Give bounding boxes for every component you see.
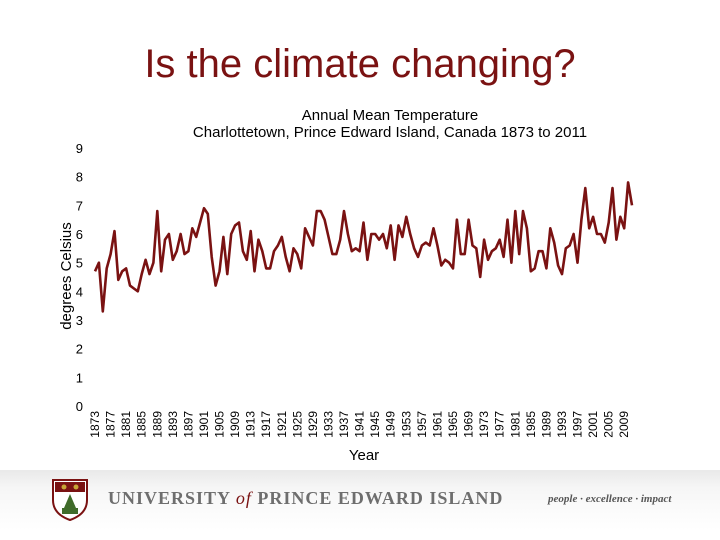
x-tick-label: 1981	[508, 411, 522, 438]
y-tick-label: 8	[76, 170, 83, 185]
x-tick-label: 1989	[539, 411, 553, 438]
university-name-part2: PRINCE EDWARD ISLAND	[257, 488, 504, 508]
x-tick-label: 1873	[88, 411, 102, 438]
temperature-line-chart: Annual Mean Temperature Charlottetown, P…	[58, 107, 634, 464]
y-tick-label: 5	[76, 256, 83, 271]
x-tick-label: 1893	[166, 411, 180, 438]
x-tick-label: 1941	[353, 411, 367, 438]
x-tick-label: 2005	[602, 411, 616, 438]
x-tick-label: 1909	[228, 411, 242, 438]
x-tick-label: 1901	[197, 411, 211, 438]
x-tick-label: 1885	[135, 411, 149, 438]
y-tick-label: 1	[76, 370, 83, 385]
university-footer: UNIVERSITY of PRINCE EDWARD ISLAND peopl…	[0, 470, 720, 530]
slide-title: Is the climate changing?	[144, 42, 576, 86]
x-tick-label: 1877	[104, 411, 118, 438]
y-axis-label: degrees Celsius	[58, 222, 75, 330]
y-tick-label: 3	[76, 313, 83, 328]
x-tick-label: 1933	[321, 411, 335, 438]
y-tick-label: 7	[76, 198, 83, 213]
x-tick-label: 1937	[337, 411, 351, 438]
x-tick-label: 1905	[213, 411, 227, 438]
x-tick-label: 1961	[430, 411, 444, 438]
y-tick-label: 6	[76, 227, 83, 242]
series-line-annual-mean-temperature	[93, 181, 634, 313]
y-tick-labels: 0 1 2 3 4 5 6 7 8 9	[76, 141, 83, 414]
tagline: people · excellence · impact	[548, 493, 672, 505]
x-tick-label: 1921	[275, 411, 289, 438]
x-tick-label: 1977	[493, 411, 507, 438]
y-tick-label: 2	[76, 342, 83, 357]
x-axis-label: Year	[349, 447, 379, 464]
y-tick-label: 0	[76, 399, 83, 414]
x-tick-labels: 1873 1877 1881 1885 1889 1893 1897 1901 1905 1909…	[88, 411, 631, 438]
x-tick-label: 1985	[524, 411, 538, 438]
chart-title: Annual Mean Temperature	[302, 107, 479, 124]
x-tick-label: 1889	[150, 411, 164, 438]
x-tick-label: 1953	[399, 411, 413, 438]
x-tick-label: 1949	[384, 411, 398, 438]
x-tick-label: 1913	[244, 411, 258, 438]
x-tick-label: 1917	[259, 411, 273, 438]
x-tick-label: 1897	[181, 411, 195, 438]
x-tick-label: 1957	[415, 411, 429, 438]
x-tick-label: 1965	[446, 411, 460, 438]
university-name: UNIVERSITY of PRINCE EDWARD ISLAND	[108, 488, 503, 509]
y-tick-label: 4	[76, 284, 83, 299]
university-name-part1: UNIVERSITY	[108, 488, 231, 508]
x-tick-label: 1997	[571, 411, 585, 438]
y-tick-label: 9	[76, 141, 83, 156]
university-name-of: of	[235, 488, 252, 508]
x-tick-label: 1929	[306, 411, 320, 438]
x-tick-label: 2009	[617, 411, 631, 438]
x-tick-label: 1945	[368, 411, 382, 438]
x-tick-label: 1993	[555, 411, 569, 438]
x-tick-label: 1925	[290, 411, 304, 438]
x-tick-label: 1969	[462, 411, 476, 438]
chart-subtitle: Charlottetown, Prince Edward Island, Can…	[193, 124, 587, 141]
x-tick-label: 2001	[586, 411, 600, 438]
x-tick-label: 1881	[119, 411, 133, 438]
x-tick-label: 1973	[477, 411, 491, 438]
upei-crest-icon	[52, 479, 88, 522]
